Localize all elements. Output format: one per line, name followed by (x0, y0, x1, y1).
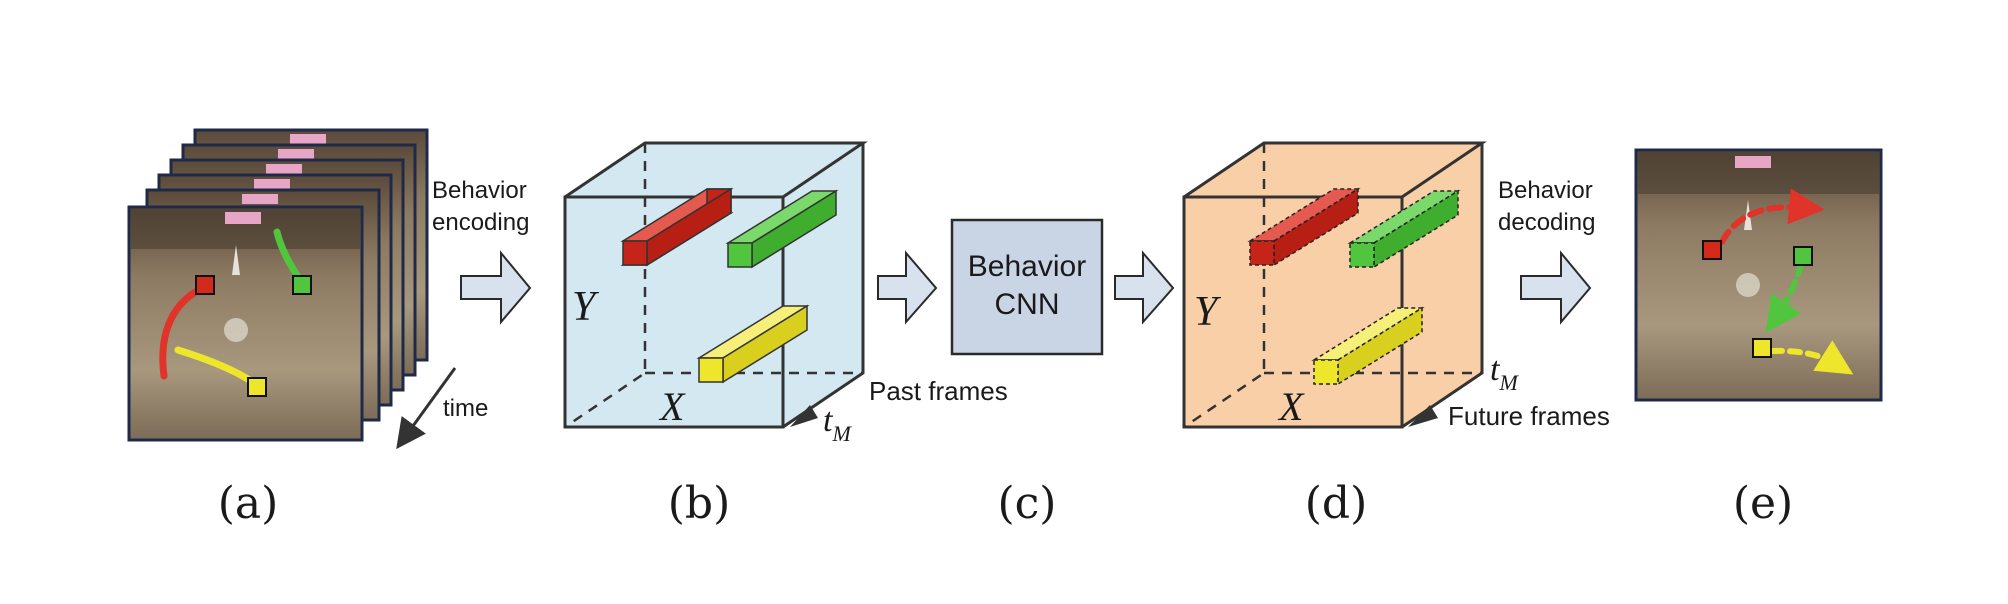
red-predicted-bar (1247, 187, 1361, 267)
yellow-person-marker (1752, 338, 1772, 358)
encoding-label-line1: Behavior (432, 177, 527, 204)
yellow-predicted-path (1769, 340, 1854, 375)
caption-b: (b) (668, 478, 731, 529)
output-frame (1634, 148, 1883, 402)
tm-arrowhead (790, 405, 818, 427)
red-person-marker (1702, 240, 1722, 260)
axis-x-label-future: X (1277, 384, 1305, 429)
encoding-arrow (460, 250, 532, 325)
caption-e: (e) (1733, 478, 1793, 529)
caption-d: (d) (1305, 478, 1368, 529)
green-person-marker (292, 275, 312, 295)
axis-x-label: X (658, 384, 686, 429)
green-feature-bar (725, 189, 839, 269)
decoding-label-line1: Behavior (1498, 177, 1593, 204)
decoding-label-line2: decoding (1498, 209, 1595, 236)
yellow-feature-bar (696, 304, 810, 384)
cnn-label-line2: CNN (995, 288, 1060, 321)
axis-y-label-future: Y (1194, 289, 1222, 335)
red-person-marker (195, 275, 215, 295)
axis-y-label: Y (572, 284, 600, 330)
green-predicted-path (1765, 262, 1804, 333)
to-cnn-arrow (877, 250, 938, 325)
green-person-marker (1793, 246, 1813, 266)
fountain-icon (232, 245, 240, 275)
cnn-label-line1: Behavior (968, 250, 1086, 283)
input-frame-stack: time (127, 128, 488, 450)
time-label: time (443, 395, 488, 422)
future-frames-cube: Y X tM Future frames (1182, 141, 1610, 431)
future-frames-label: Future frames (1448, 401, 1610, 431)
green-predicted-bar (1347, 189, 1461, 269)
yellow-person-marker (247, 377, 267, 397)
front-frame (127, 205, 364, 442)
tm-label: tM (823, 402, 852, 446)
yellow-predicted-bar (1311, 306, 1425, 386)
caption-a: (a) (218, 478, 279, 529)
caption-c: (c) (998, 478, 1057, 529)
from-cnn-arrow (1114, 250, 1175, 325)
past-frames-label: Past frames (869, 376, 1008, 406)
red-feature-bar (620, 187, 734, 267)
time-arrow (396, 367, 457, 450)
tm-label-future: tM (1490, 351, 1519, 395)
red-predicted-path (1719, 188, 1825, 245)
encoding-label-line2: encoding (432, 209, 529, 236)
past-frames-cube: Y X tM Past frames (563, 141, 1008, 446)
decoding-arrow (1520, 250, 1592, 325)
behavior-cnn-box: Behavior CNN (950, 218, 1104, 356)
tm-arrowhead-future (1408, 405, 1438, 427)
